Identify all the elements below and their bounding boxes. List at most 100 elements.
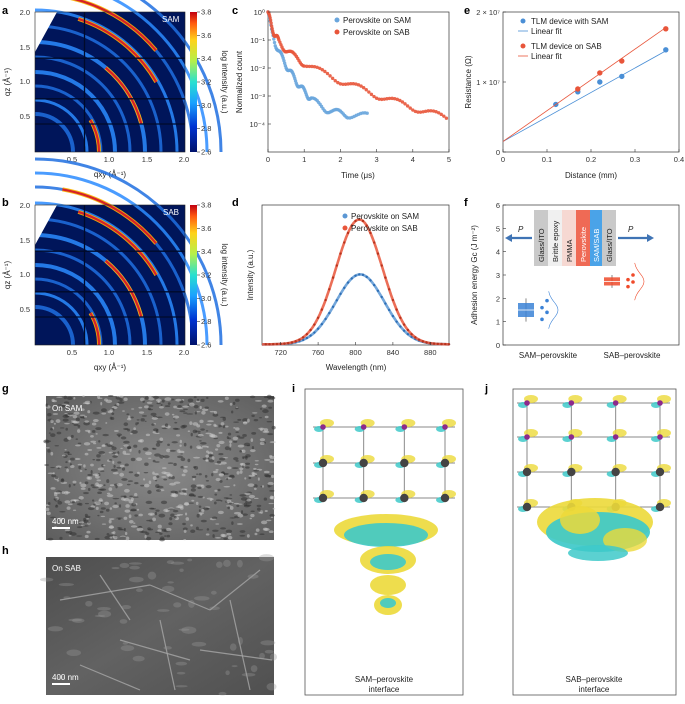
sem-grain bbox=[125, 504, 130, 508]
trpl-point-sab bbox=[346, 82, 350, 86]
gixd-ring bbox=[139, 0, 223, 153]
sem-grain bbox=[109, 536, 113, 539]
sem-grain bbox=[163, 478, 168, 481]
sem-grain bbox=[211, 516, 218, 520]
sem-grain bbox=[197, 446, 204, 450]
sem-grain bbox=[235, 398, 240, 402]
sem-grain bbox=[200, 398, 205, 402]
sem-grain bbox=[76, 526, 83, 529]
gixd-ring bbox=[112, 0, 209, 153]
layer-label: Brittle epoxy bbox=[551, 220, 560, 262]
sem-grain bbox=[237, 418, 242, 421]
layer-sam-sab bbox=[590, 210, 602, 266]
gixd-ring bbox=[34, 171, 209, 346]
y-axis-label: Resistance (Ω) bbox=[464, 55, 473, 108]
sem-grain bbox=[242, 418, 249, 423]
trpl-point-sab bbox=[395, 97, 399, 102]
legend-sam: Perovskite on SAM bbox=[351, 212, 419, 221]
sem-grain bbox=[193, 396, 197, 399]
sem-grain bbox=[195, 501, 199, 505]
lead-atom bbox=[522, 502, 532, 512]
sem-grain bbox=[100, 470, 105, 472]
sem-grain bbox=[96, 447, 102, 449]
sem-grain bbox=[259, 417, 263, 419]
sem-bright-spot bbox=[68, 618, 83, 622]
sem-bright-spot bbox=[250, 665, 258, 673]
sem-grain bbox=[193, 405, 199, 409]
sem-grain bbox=[233, 421, 240, 423]
sem-grain bbox=[253, 467, 257, 470]
sem-bright-spot bbox=[260, 640, 276, 646]
pl-point-sam bbox=[391, 314, 395, 318]
sem-grain bbox=[48, 432, 51, 434]
sem-grain bbox=[152, 459, 156, 463]
layer-perovskite bbox=[576, 210, 590, 266]
pl-point-sab bbox=[358, 218, 361, 221]
dft-caption: SAM–perovskite bbox=[355, 675, 414, 684]
dft-caption: SAB–perovskite bbox=[566, 675, 623, 684]
colorbar-tick-label: 3.4 bbox=[201, 54, 211, 63]
sem-bright-spot bbox=[258, 554, 275, 562]
sem-grain bbox=[119, 472, 125, 477]
sem-grain bbox=[246, 498, 252, 502]
sem-bright-spot bbox=[181, 626, 197, 634]
y-tick-label: 6 bbox=[496, 201, 500, 210]
sem-grain bbox=[213, 437, 218, 440]
sem-bright-spot bbox=[122, 641, 128, 645]
sem-grain bbox=[218, 452, 224, 456]
sem-grain bbox=[261, 485, 265, 488]
sem-grain bbox=[144, 396, 149, 400]
sem-bright-spot bbox=[163, 646, 172, 650]
sem-grain bbox=[84, 429, 91, 432]
sem-grain bbox=[214, 425, 219, 427]
sem-grain bbox=[64, 422, 70, 425]
plot-frame bbox=[502, 11, 680, 153]
pl-curves bbox=[261, 218, 451, 346]
pl-point-sam bbox=[331, 305, 335, 308]
panel-label-g: g bbox=[2, 383, 9, 395]
sem-bright-spot bbox=[175, 685, 188, 688]
sem-bright-spot bbox=[241, 672, 256, 677]
sem-grain bbox=[212, 529, 219, 532]
gixd-ring bbox=[34, 291, 89, 346]
lead-atom bbox=[318, 458, 328, 468]
x-tick-label: 880 bbox=[424, 348, 437, 357]
sem-grain bbox=[97, 467, 104, 471]
sem-grain bbox=[116, 483, 123, 487]
adhesion-boxes bbox=[518, 262, 645, 329]
sem-grain bbox=[222, 417, 226, 421]
sem-grain bbox=[177, 455, 183, 459]
sem-bright-spot bbox=[72, 618, 85, 623]
sem-grain bbox=[267, 433, 274, 436]
sem-grain bbox=[86, 518, 90, 520]
sem-grain bbox=[50, 428, 54, 431]
sem-grain bbox=[160, 403, 163, 406]
adhesion-point-sam bbox=[540, 305, 544, 310]
sem-grain bbox=[128, 499, 134, 504]
sem-grain bbox=[75, 438, 79, 440]
sem-grain bbox=[173, 515, 177, 519]
sem-grain bbox=[82, 525, 89, 527]
trpl-point-sab bbox=[307, 64, 312, 69]
sem-grain bbox=[72, 509, 77, 511]
sem-grain bbox=[245, 466, 250, 469]
sem-grain bbox=[57, 517, 64, 522]
sem-bright-spot bbox=[216, 561, 223, 568]
sem-grain bbox=[266, 519, 272, 522]
sem-grain bbox=[248, 494, 256, 499]
sem-grain bbox=[110, 468, 118, 472]
sem-bright-spot bbox=[167, 581, 174, 584]
sem-grain bbox=[47, 413, 52, 417]
gixd-bragg-arc bbox=[104, 66, 143, 124]
sem-grain bbox=[152, 431, 156, 434]
sem-grain bbox=[211, 435, 218, 438]
sem-grain bbox=[150, 507, 156, 510]
sem-grain bbox=[91, 486, 99, 489]
sem-grain bbox=[134, 492, 138, 497]
sem-grain bbox=[118, 504, 122, 508]
sem-grain bbox=[164, 423, 169, 427]
fit-line-sam bbox=[502, 50, 666, 142]
sem-grain bbox=[95, 458, 101, 462]
sem-grain bbox=[225, 425, 229, 428]
y-tick-label: 10⁻⁴ bbox=[249, 120, 265, 129]
